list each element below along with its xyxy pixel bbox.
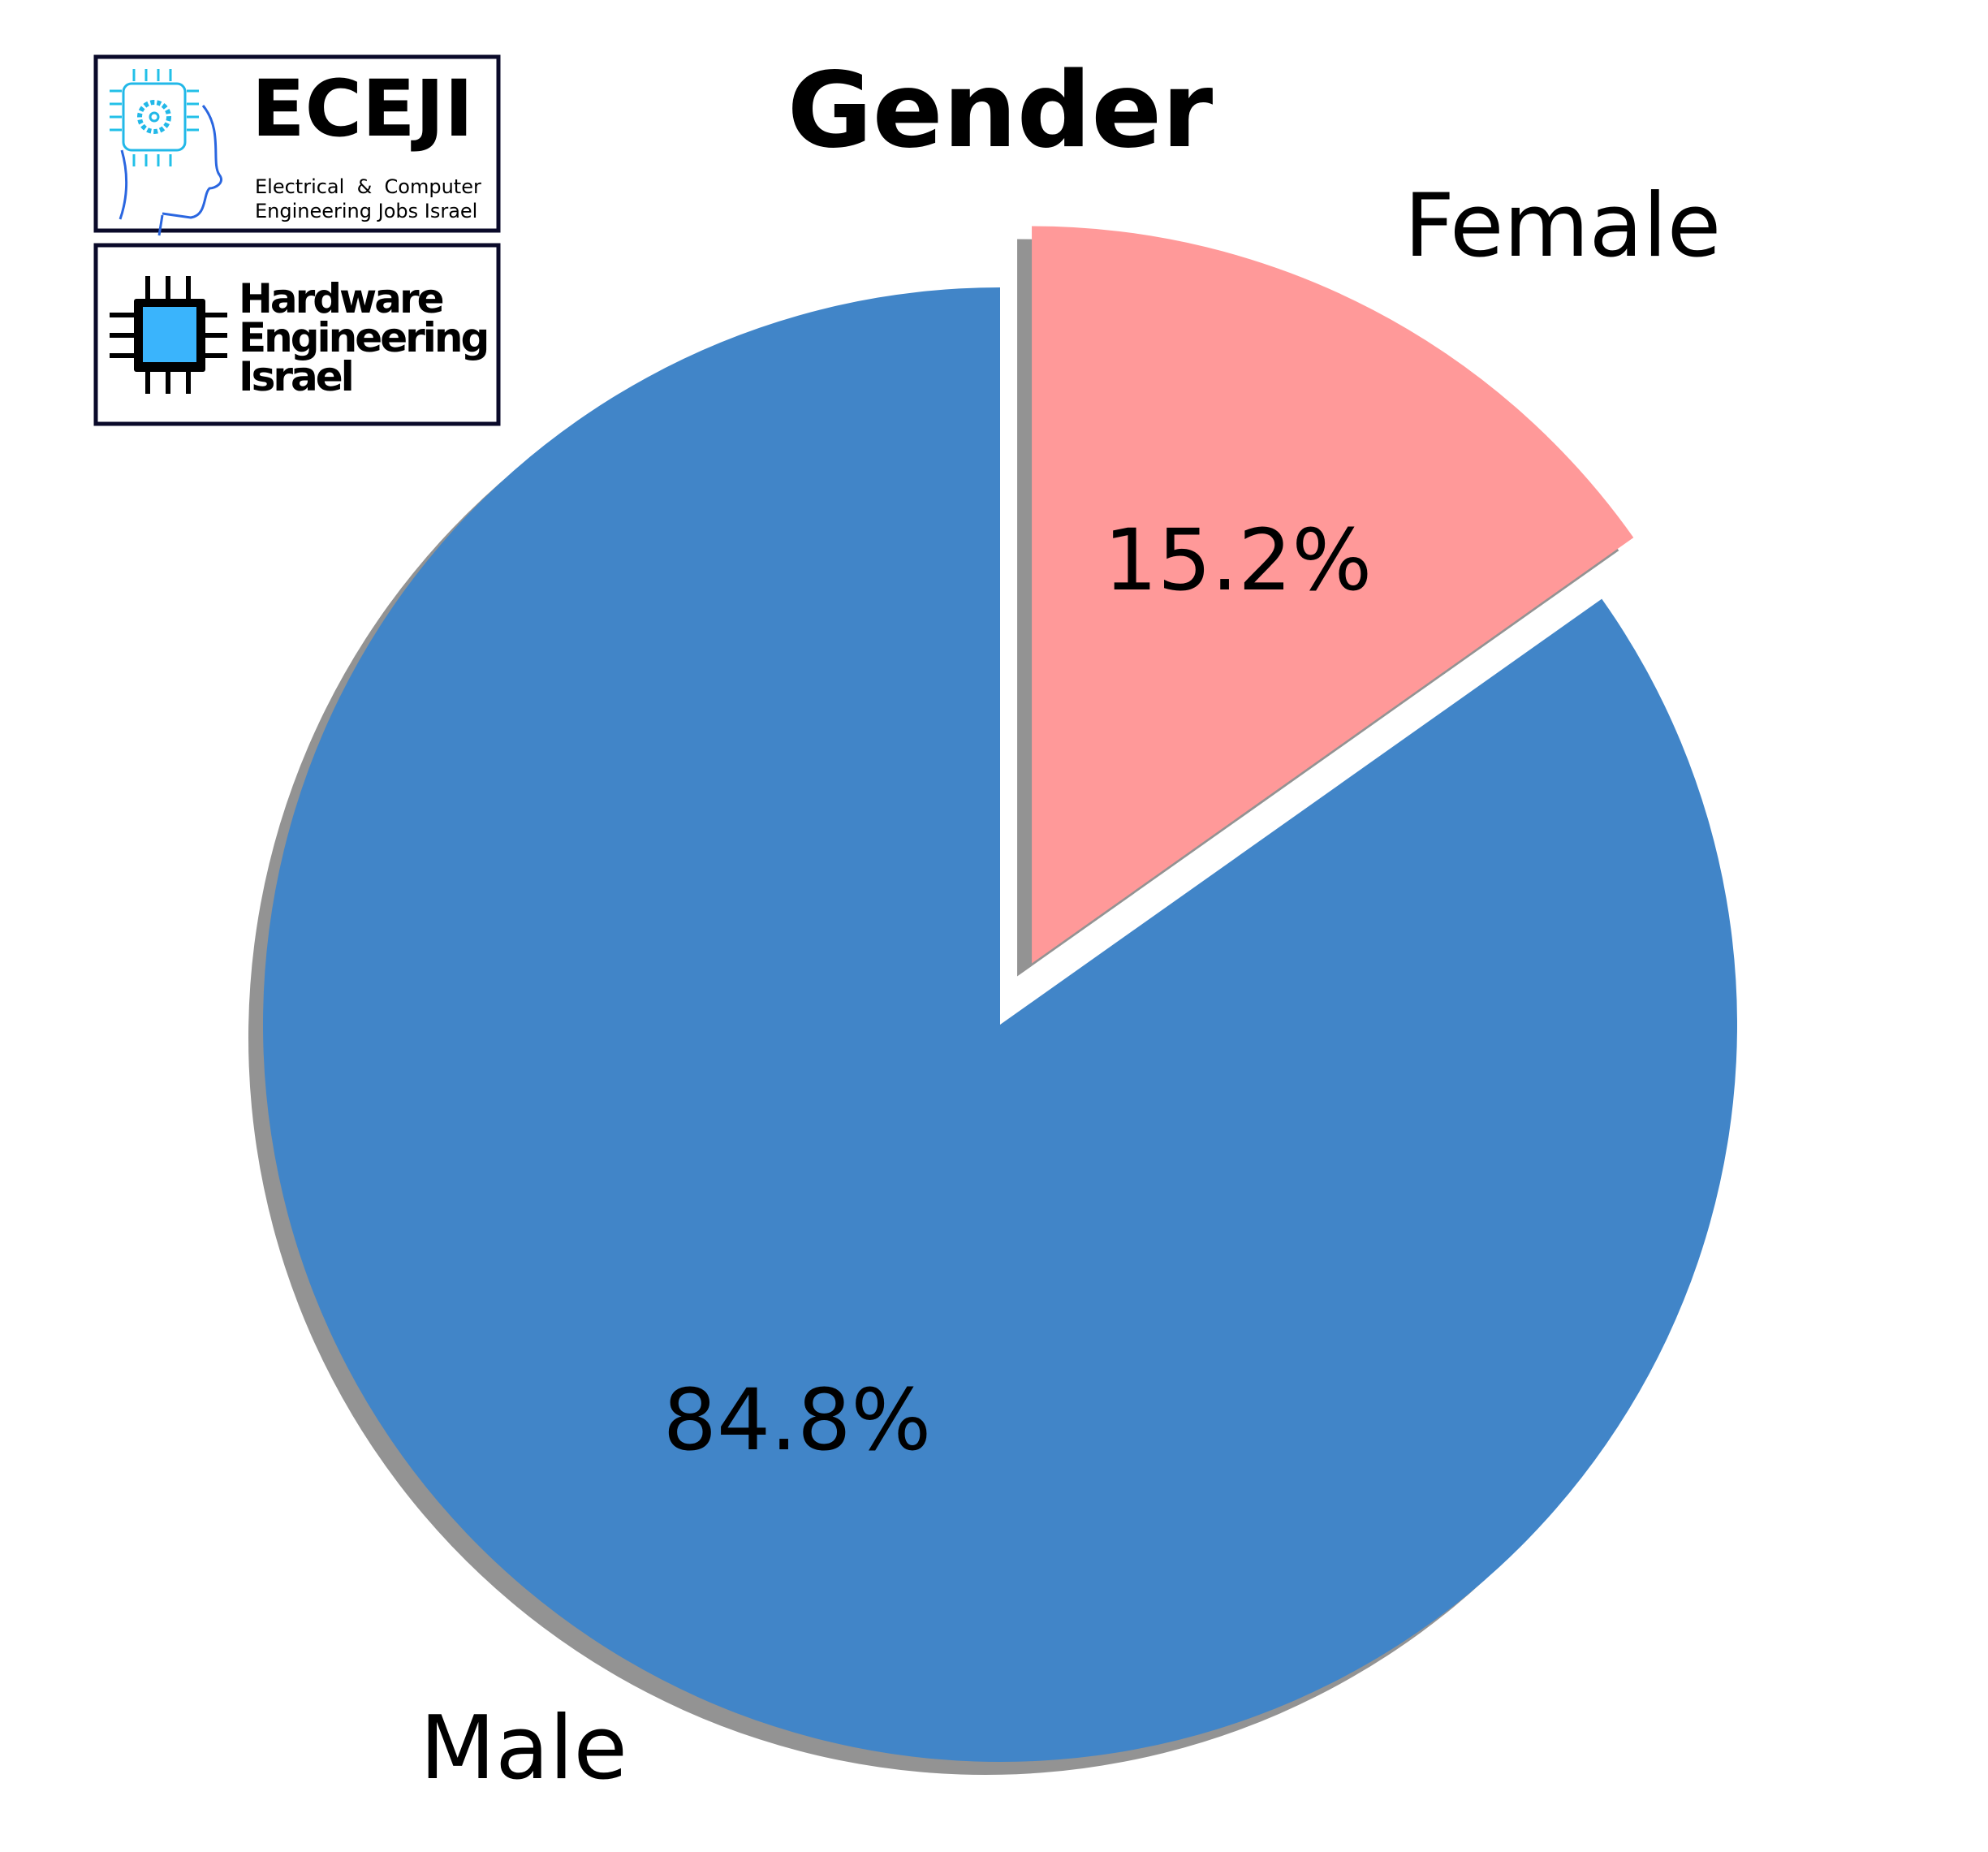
pie-labels: Male Female 84.8% 15.2% bbox=[420, 175, 1721, 1799]
eceji-logo: ECEJI Electrical & Computer Engineering … bbox=[93, 54, 501, 236]
hwe-line-3: Israel bbox=[239, 353, 352, 400]
chip-head-icon bbox=[110, 69, 222, 236]
pie-slices bbox=[262, 226, 1737, 1762]
hwe-line-2: Engineering bbox=[239, 314, 487, 361]
slice-pct-male: 84.8% bbox=[663, 1371, 931, 1470]
hardware-engineering-israel-logo: Hardware Engineering Israel bbox=[93, 243, 501, 426]
eceji-subtitle-1: Electrical & Computer bbox=[255, 175, 481, 198]
hwe-line-1: Hardware bbox=[239, 275, 443, 322]
chart-title: Gender bbox=[787, 50, 1214, 171]
slice-label-male: Male bbox=[420, 1698, 627, 1799]
microchip-icon bbox=[110, 276, 227, 394]
eceji-name: ECEJI bbox=[252, 63, 473, 154]
pie-slice-male bbox=[262, 287, 1737, 1762]
slice-label-female: Female bbox=[1404, 175, 1722, 277]
slice-pct-female: 15.2% bbox=[1104, 511, 1372, 610]
eceji-subtitle-2: Engineering Jobs Israel bbox=[255, 200, 477, 222]
pie-slice-female bbox=[1032, 226, 1634, 964]
